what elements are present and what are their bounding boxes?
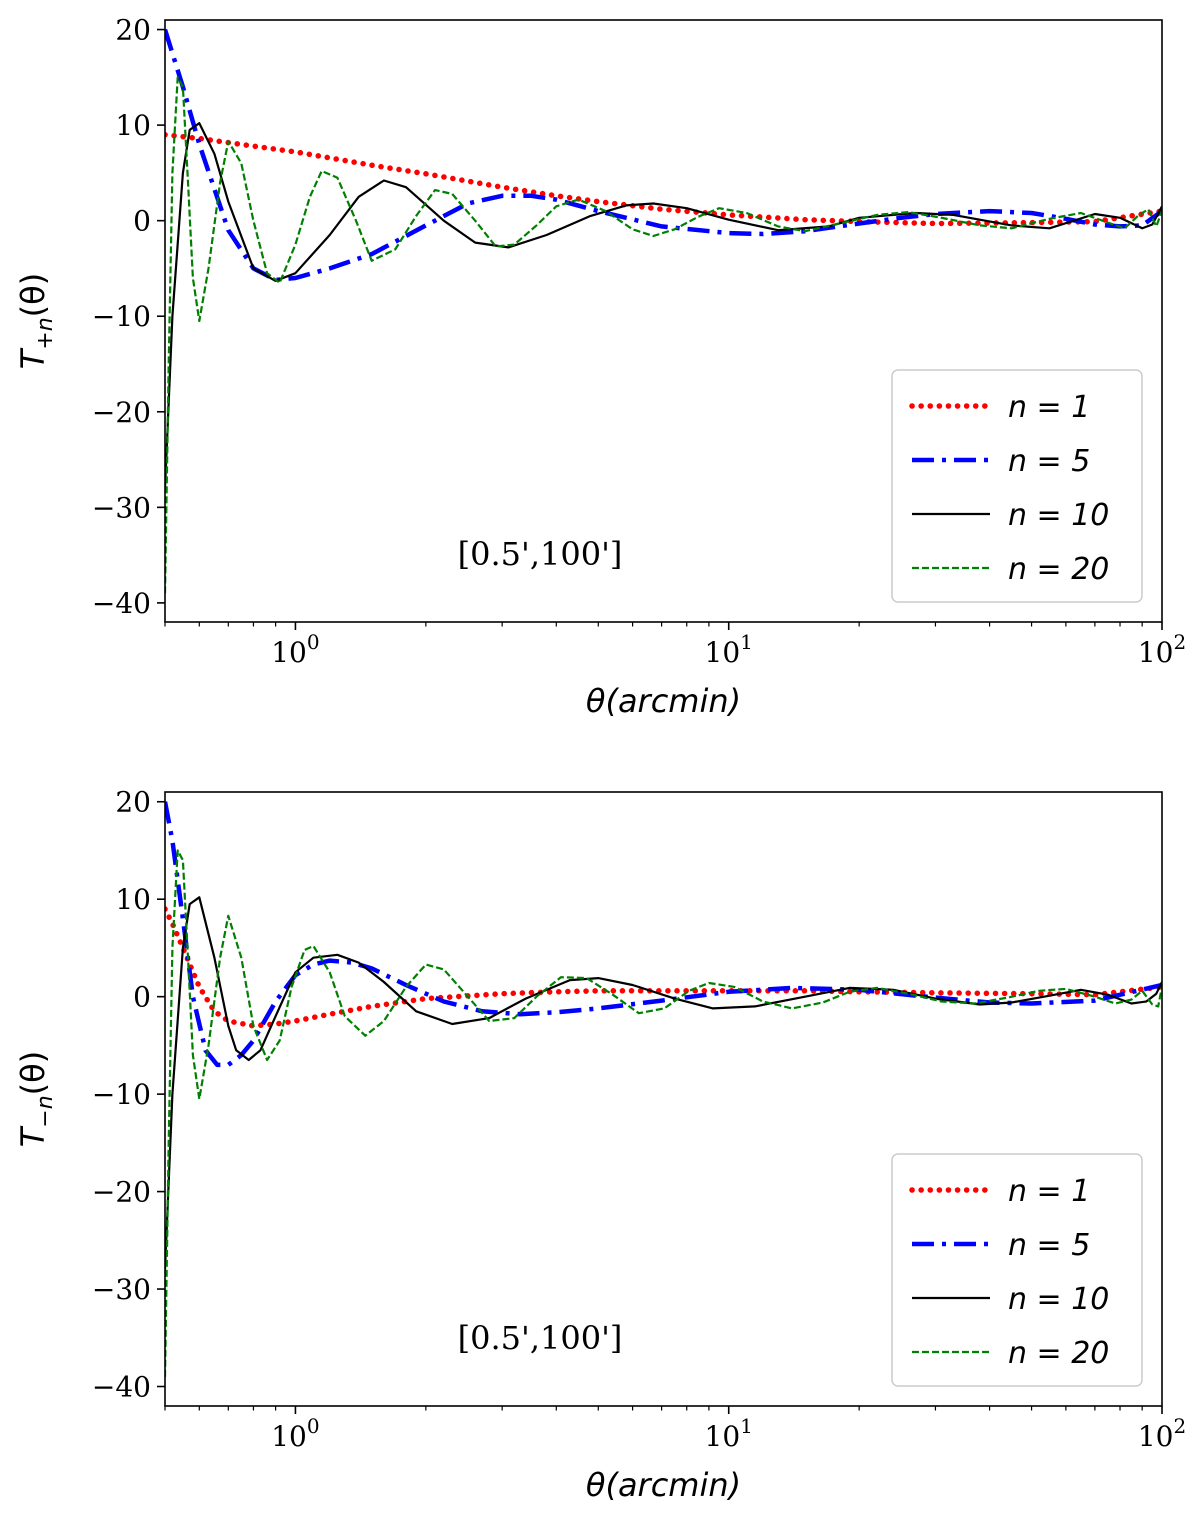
series-group — [165, 28, 1162, 594]
legend-label-n5: n = 5 — [1008, 1228, 1090, 1263]
y-axis-label: T−n(θ) — [14, 1051, 58, 1147]
axes-frame — [164, 791, 1163, 1407]
legend: n = 1 n = 5 n = 10 n = 20 — [891, 369, 1143, 603]
y-tick-label: −40 — [92, 1371, 151, 1404]
y-tick-label: 10 — [115, 109, 151, 142]
y-axis-label-subscript: +n — [33, 317, 58, 349]
y-axis-label-subscript: −n — [33, 1095, 58, 1127]
x-tick-label: 101 — [705, 630, 753, 669]
y-tick-label: −40 — [92, 587, 151, 620]
x-axis-label-symbol: θ — [586, 1466, 606, 1504]
y-axis-label-symbol: T — [14, 1125, 52, 1147]
axes-frame — [164, 19, 1163, 623]
series-line-n10 — [165, 122, 1162, 489]
x-tick-label: 102 — [1138, 1414, 1186, 1453]
y-tick-label: −10 — [92, 300, 151, 333]
x-tick-label: 100 — [271, 1414, 319, 1453]
legend-label-n1: n = 1 — [1008, 390, 1090, 425]
x-tick-base: 10 — [271, 636, 307, 669]
x-tick-base: 10 — [1138, 636, 1174, 669]
y-axis-label-arg: (θ) — [14, 1051, 52, 1096]
legend-label-n5: n = 5 — [1008, 444, 1090, 479]
legend-label-n10: n = 10 — [1008, 498, 1109, 533]
legend-box — [891, 369, 1143, 603]
series-line-n20 — [165, 76, 1162, 594]
y-tick-label: 0 — [133, 205, 151, 238]
x-tick-exp: 2 — [1173, 630, 1186, 654]
y-tick-label: −10 — [92, 1078, 151, 1111]
legend-label-n20: n = 20 — [1008, 1336, 1109, 1371]
x-tick-exp: 0 — [307, 1414, 320, 1438]
legend-label-n20: n = 20 — [1008, 552, 1109, 587]
x-tick-base: 10 — [705, 636, 741, 669]
y-tick-label: 0 — [133, 981, 151, 1014]
x-tick-base: 10 — [705, 1420, 741, 1453]
y-tick-label: −20 — [92, 396, 151, 429]
x-tick-exp: 1 — [740, 630, 753, 654]
series-line-n10 — [165, 896, 1162, 1270]
x-axis-label: θ(arcmin) — [586, 682, 741, 720]
y-tick-label: −30 — [92, 491, 151, 524]
x-tick-exp: 0 — [307, 630, 320, 654]
x-tick-label: 100 — [271, 630, 319, 669]
y-tick-label: −20 — [92, 1176, 151, 1209]
x-axis-label: θ(arcmin) — [586, 1466, 741, 1504]
range-annotation: [0.5',100'] — [458, 535, 623, 573]
y-axis-label: T+n(θ) — [14, 273, 58, 369]
y-tick-label: 20 — [115, 786, 151, 819]
x-tick-label: 102 — [1138, 630, 1186, 669]
x-tick-exp: 2 — [1173, 1414, 1186, 1438]
x-tick-base: 10 — [271, 1420, 307, 1453]
legend-label-n1: n = 1 — [1008, 1174, 1090, 1209]
series-line-n5 — [165, 801, 1162, 1068]
range-annotation: [0.5',100'] — [458, 1319, 623, 1357]
series-group — [165, 801, 1162, 1377]
series-line-n20 — [165, 849, 1162, 1377]
legend-label-n10: n = 10 — [1008, 1282, 1109, 1317]
x-tick-exp: 1 — [740, 1414, 753, 1438]
legend: n = 1 n = 5 n = 10 n = 20 — [891, 1153, 1143, 1387]
y-axis-label-symbol: T — [14, 347, 52, 369]
x-tick-label: 101 — [705, 1414, 753, 1453]
series-line-n1 — [165, 131, 1162, 227]
x-axis-label-unit: (arcmin) — [605, 1466, 741, 1504]
y-tick-label: −30 — [92, 1273, 151, 1306]
x-axis-label-symbol: θ — [586, 682, 606, 720]
y-tick-label: 20 — [115, 14, 151, 47]
x-axis-label-unit: (arcmin) — [605, 682, 741, 720]
y-axis-label-arg: (θ) — [14, 273, 52, 318]
x-tick-base: 10 — [1138, 1420, 1174, 1453]
y-tick-label: 10 — [115, 883, 151, 916]
legend-box — [891, 1153, 1143, 1387]
